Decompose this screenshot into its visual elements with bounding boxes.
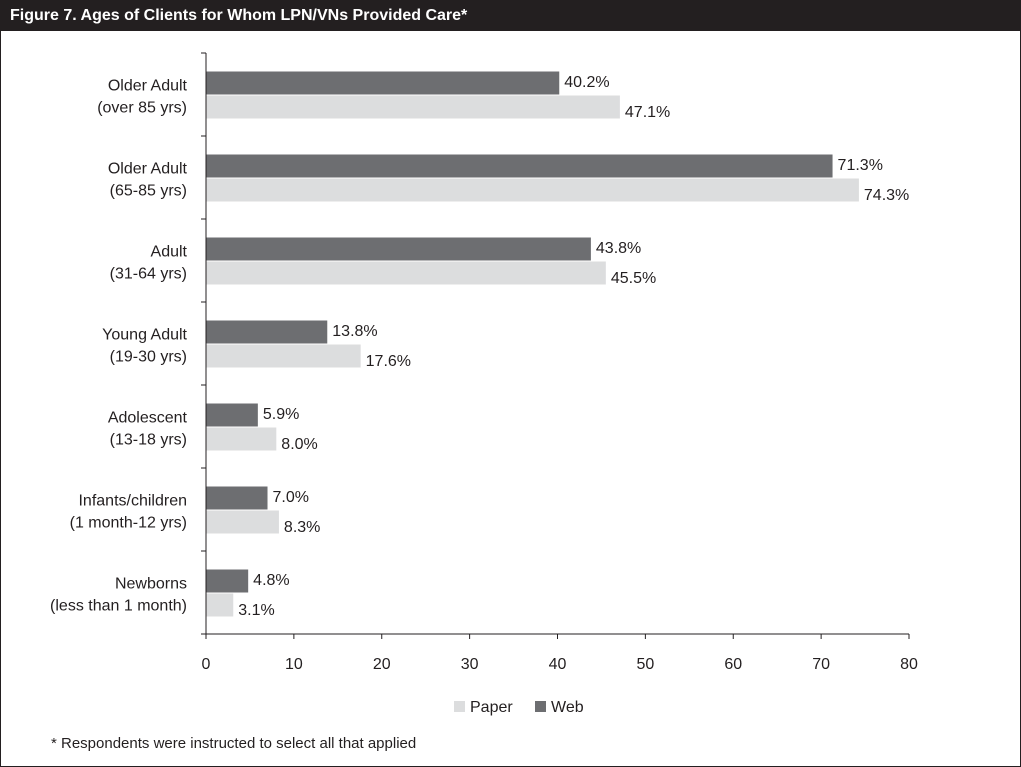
bar-paper — [206, 344, 361, 368]
category-label: (13-18 yrs) — [110, 432, 187, 449]
legend-swatch-paper — [454, 701, 465, 712]
x-tick-label: 70 — [812, 656, 830, 673]
category-label: (over 85 yrs) — [97, 100, 187, 117]
category-label: (19-30 yrs) — [110, 349, 187, 366]
data-label-web: 4.8% — [253, 572, 289, 589]
bar-paper — [206, 95, 620, 119]
bar-paper — [206, 593, 234, 617]
bar-web — [206, 237, 591, 261]
bar-paper — [206, 178, 859, 202]
bar-web — [206, 71, 560, 95]
data-label-web: 7.0% — [273, 489, 309, 506]
data-label-web: 5.9% — [263, 406, 299, 423]
bar-web — [206, 320, 328, 344]
figure-title: Figure 7. Ages of Clients for Whom LPN/V… — [10, 7, 468, 24]
category-label: Older Adult — [108, 161, 188, 178]
category-label: Older Adult — [108, 78, 188, 95]
x-tick-label: 50 — [636, 656, 654, 673]
data-label-web: 71.3% — [838, 157, 883, 174]
x-tick-label: 0 — [202, 656, 211, 673]
bar-paper — [206, 427, 277, 451]
footnote: * Respondents were instructed to select … — [51, 735, 417, 752]
data-label-paper: 8.0% — [281, 436, 317, 453]
data-label-paper: 74.3% — [864, 187, 909, 204]
category-label: Adolescent — [108, 410, 188, 427]
category-label: Adult — [151, 244, 188, 261]
data-label-paper: 3.1% — [238, 602, 274, 619]
x-tick-label: 10 — [285, 656, 303, 673]
legend-swatch-web — [535, 701, 546, 712]
x-tick-label: 60 — [724, 656, 742, 673]
data-label-web: 40.2% — [564, 74, 609, 91]
data-label-web: 43.8% — [596, 240, 641, 257]
x-tick-label: 40 — [549, 656, 567, 673]
data-label-paper: 45.5% — [611, 270, 656, 287]
bar-web — [206, 569, 249, 593]
category-label: Newborns — [115, 576, 187, 593]
legend-label-web: Web — [551, 699, 584, 716]
bar-web — [206, 486, 268, 510]
category-label: (31-64 yrs) — [110, 266, 187, 283]
legend-label-paper: Paper — [470, 699, 513, 716]
category-label: (less than 1 month) — [50, 598, 187, 615]
bar-paper — [206, 261, 606, 285]
bar-web — [206, 403, 258, 427]
data-label-paper: 17.6% — [366, 353, 411, 370]
bar-paper — [206, 510, 279, 534]
x-tick-label: 20 — [373, 656, 391, 673]
data-label-web: 13.8% — [332, 323, 377, 340]
category-label: (65-85 yrs) — [110, 183, 187, 200]
category-label: (1 month-12 yrs) — [70, 515, 187, 532]
category-label: Young Adult — [102, 327, 187, 344]
x-tick-label: 80 — [900, 656, 918, 673]
data-label-paper: 8.3% — [284, 519, 320, 536]
category-label: Infants/children — [78, 493, 187, 510]
data-label-paper: 47.1% — [625, 104, 670, 121]
x-tick-label: 30 — [461, 656, 479, 673]
title-bar: Figure 7. Ages of Clients for Whom LPN/V… — [1, 1, 1020, 31]
bar-web — [206, 154, 833, 178]
